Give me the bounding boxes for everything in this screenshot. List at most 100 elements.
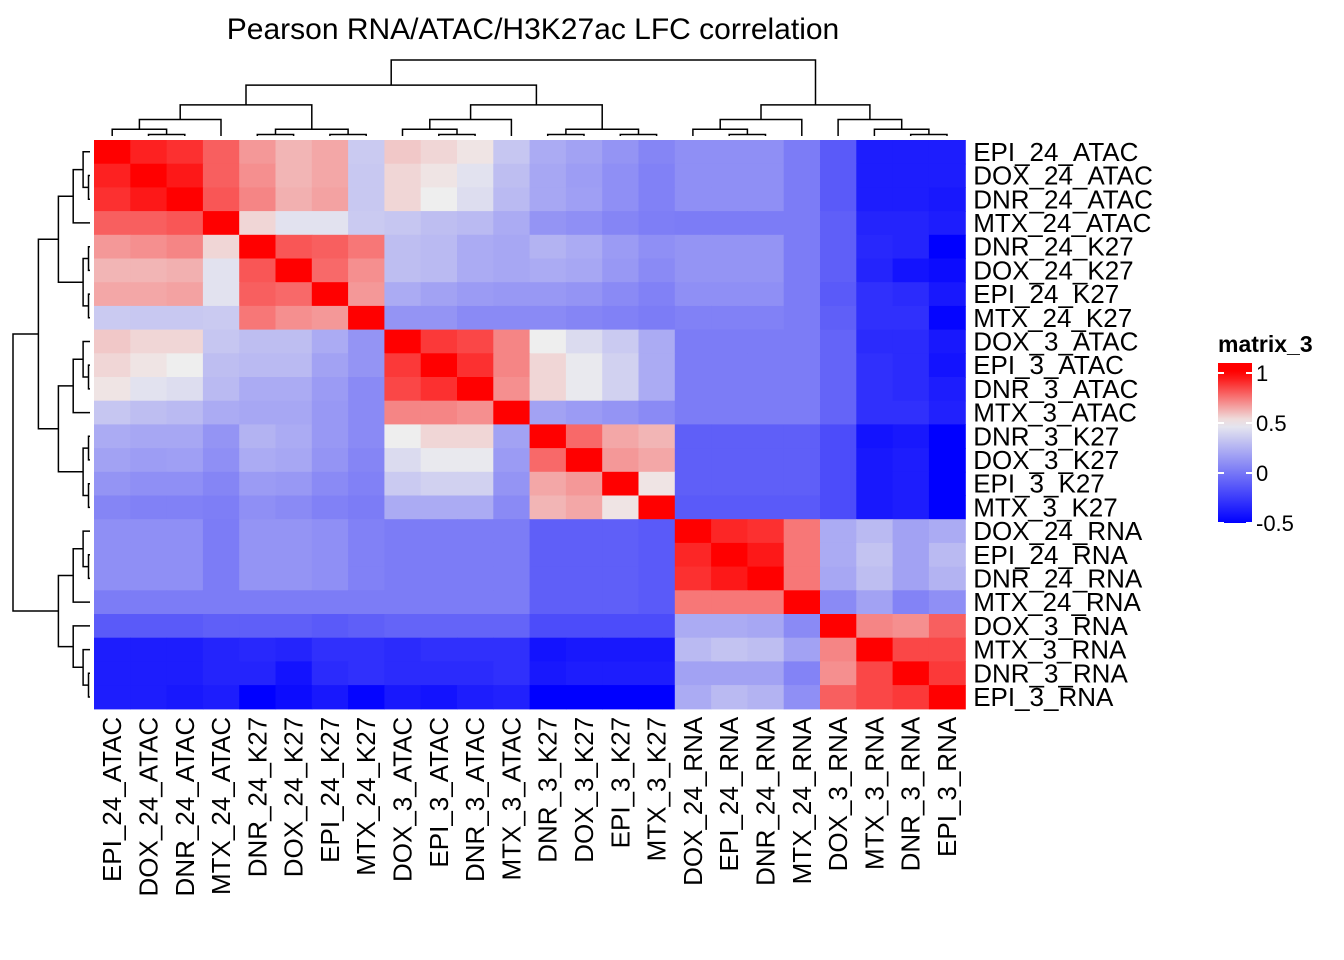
heatmap-cell bbox=[529, 519, 567, 544]
heatmap-cell bbox=[892, 685, 930, 710]
heatmap-cell bbox=[94, 234, 131, 260]
heatmap-cell bbox=[565, 140, 603, 165]
heatmap-cell bbox=[493, 424, 531, 449]
column-label: DOX_3_K27 bbox=[569, 717, 599, 863]
column-label: DOX_24_K27 bbox=[279, 717, 309, 877]
heatmap-cell bbox=[783, 140, 821, 165]
heatmap-cell bbox=[820, 566, 857, 591]
heatmap-cell bbox=[747, 353, 785, 378]
heatmap-cell bbox=[384, 471, 422, 497]
heatmap-cell bbox=[166, 495, 204, 520]
column-label: EPI_3_K27 bbox=[605, 717, 635, 849]
heatmap-cell bbox=[638, 495, 676, 520]
heatmap-cell bbox=[820, 519, 857, 544]
heatmap-cell bbox=[928, 661, 966, 686]
heatmap-cell bbox=[384, 258, 422, 283]
heatmap-cell bbox=[94, 329, 131, 354]
heatmap-cell bbox=[602, 140, 640, 165]
heatmap-cell bbox=[202, 448, 240, 473]
heatmap-cell bbox=[565, 685, 603, 710]
heatmap-cell bbox=[239, 566, 277, 591]
heatmap-cell bbox=[856, 424, 894, 449]
heatmap-cell bbox=[493, 211, 531, 236]
heatmap-cell bbox=[602, 234, 640, 260]
heatmap-cell bbox=[275, 471, 313, 497]
heatmap-cell bbox=[638, 519, 676, 544]
heatmap-cell bbox=[275, 566, 313, 591]
heatmap-cell bbox=[783, 305, 821, 331]
heatmap-cell bbox=[130, 661, 168, 686]
heatmap-cell bbox=[275, 495, 313, 520]
column-label: MTX_3_RNA bbox=[859, 716, 889, 870]
heatmap-cell bbox=[783, 329, 821, 354]
heatmap-cell bbox=[602, 637, 640, 662]
heatmap-cell bbox=[747, 519, 785, 544]
heatmap-cell bbox=[311, 234, 349, 260]
heatmap-cells bbox=[94, 140, 966, 710]
heatmap-cell bbox=[239, 424, 277, 449]
row-label: MTX_24_ATAC bbox=[973, 208, 1151, 238]
heatmap-cell bbox=[457, 661, 494, 686]
heatmap-cell bbox=[275, 400, 313, 425]
heatmap-cell bbox=[602, 258, 640, 283]
heatmap-cell bbox=[420, 614, 458, 639]
heatmap-cell bbox=[348, 377, 385, 402]
heatmap-cell bbox=[275, 140, 313, 165]
row-label: EPI_24_K27 bbox=[973, 279, 1119, 309]
heatmap-cell bbox=[275, 377, 313, 402]
heatmap-cell bbox=[529, 448, 567, 473]
heatmap-cell bbox=[602, 305, 640, 331]
heatmap-cell bbox=[166, 566, 204, 591]
heatmap-cell bbox=[239, 140, 277, 165]
dendrogram-branch bbox=[12, 333, 59, 612]
heatmap-cell bbox=[928, 187, 966, 212]
heatmap-cell bbox=[602, 400, 640, 425]
heatmap-cell bbox=[348, 590, 385, 615]
heatmap-cell bbox=[820, 685, 857, 710]
heatmap-cell bbox=[420, 685, 458, 710]
heatmap-cell bbox=[565, 448, 603, 473]
heatmap-cell bbox=[130, 614, 168, 639]
heatmap-cell bbox=[311, 211, 349, 236]
heatmap-cell bbox=[311, 258, 349, 283]
heatmap-cell bbox=[493, 234, 531, 260]
heatmap-cell bbox=[820, 140, 857, 165]
heatmap-cell bbox=[565, 163, 603, 188]
heatmap-cell bbox=[747, 377, 785, 402]
heatmap-cell bbox=[529, 471, 567, 497]
heatmap-cell bbox=[638, 163, 676, 188]
dendrogram-branch bbox=[57, 195, 84, 283]
row-label: DOX_3_K27 bbox=[973, 445, 1119, 475]
heatmap-cell bbox=[928, 329, 966, 354]
heatmap-cell bbox=[674, 614, 712, 639]
heatmap-cell bbox=[529, 685, 567, 710]
heatmap-cell bbox=[638, 566, 676, 591]
heatmap-cell bbox=[166, 637, 204, 662]
heatmap-cell bbox=[529, 400, 567, 425]
heatmap-cell bbox=[892, 614, 930, 639]
color-legend: matrix_3 -0.5 0 0.5 1 bbox=[1218, 331, 1313, 536]
heatmap-cell bbox=[747, 661, 785, 686]
heatmap-cell bbox=[239, 400, 277, 425]
heatmap-cell bbox=[493, 258, 531, 283]
heatmap-cell bbox=[384, 282, 422, 307]
heatmap-cell bbox=[928, 377, 966, 402]
column-label: DOX_24_RNA bbox=[678, 716, 708, 886]
heatmap-cell bbox=[529, 187, 567, 212]
heatmap-cell bbox=[783, 590, 821, 615]
heatmap-cell bbox=[856, 495, 894, 520]
heatmap-cell bbox=[166, 211, 204, 236]
column-label: DNR_24_K27 bbox=[242, 717, 272, 877]
heatmap-cell bbox=[457, 187, 494, 212]
heatmap-cell bbox=[602, 471, 640, 497]
heatmap-cell bbox=[856, 305, 894, 331]
heatmap-cell bbox=[275, 637, 313, 662]
heatmap-cell bbox=[638, 637, 676, 662]
dendrogram-branch bbox=[546, 133, 585, 136]
heatmap-cell bbox=[856, 329, 894, 354]
heatmap-cell bbox=[711, 140, 748, 165]
heatmap-cell bbox=[711, 258, 748, 283]
heatmap-cell bbox=[420, 305, 458, 331]
heatmap-cell bbox=[638, 140, 676, 165]
heatmap-cell bbox=[783, 661, 821, 686]
